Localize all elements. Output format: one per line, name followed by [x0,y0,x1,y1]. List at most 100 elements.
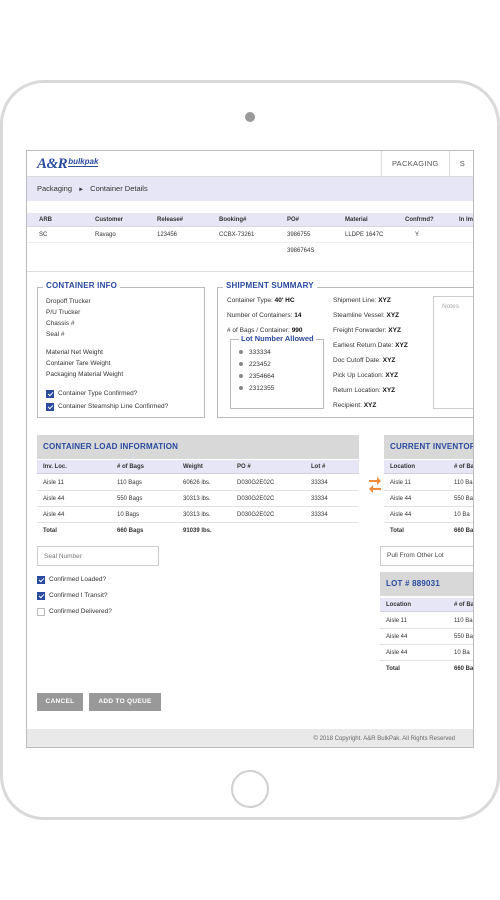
dropoff-trucker-label: Dropoff Trucker [46,298,91,305]
cell-bags: 550 Bags [117,496,143,502]
table-row[interactable]: Aisle 44 550 Ba [384,492,473,507]
cell-inv-loc: Aisle 11 [43,480,64,486]
table-row[interactable]: SC Ravago 123456 CCBX-73261 3986755 LLDP… [27,227,473,243]
cell-total-bags: 660 Ba [454,528,474,534]
seal-label: Seal # [46,331,65,338]
pull-from-other-lot-select[interactable]: Pull From Other Lot [380,546,473,566]
col-weight: Weight [183,464,203,470]
cell-po: D030G2E02C [237,512,275,518]
confirmed-in-transit-checkbox[interactable] [37,592,45,600]
field-label: Recipient: [333,402,362,409]
cell-total-bags: 660 Bags [117,528,144,534]
material-net-weight-label: Material Net Weight [46,349,103,356]
transfer-arrows-icon[interactable] [369,476,381,494]
table-row[interactable]: Aisle 44 550 Bags 30313 lbs. D030G2E02C … [37,492,359,507]
table-row[interactable]: Aisle 44 550 Ba [380,630,473,645]
cell-customer: Ravago [95,232,116,238]
col-in-im: In Im [459,217,474,223]
table-total-row: Total 660 Ba [380,662,474,677]
cell-bags: 10 Bags [117,512,140,518]
breadcrumb-packaging[interactable]: Packaging [37,184,73,193]
field-label: Shipment Line: [333,297,377,304]
col-booking: Booking# [219,217,247,223]
col-po: PO # [237,464,251,470]
cell-inv-loc: Aisle 44 [43,512,65,518]
table-row[interactable]: Aisle 44 10 Bags 30313 lbs. D030G2E02C 3… [37,508,359,523]
app-screen: A&R bulkpak PACKAGING S Packaging ► Cont… [26,150,474,748]
cell-lot: 33334 [311,496,328,502]
logo-sub-text: bulkpak [68,157,99,167]
cell-total-label: Total [386,666,400,672]
col-arb: ARB [39,217,52,223]
table-row[interactable]: Aisle 44 10 Ba [380,646,473,661]
add-to-queue-button[interactable]: ADD TO QUEUE [89,693,161,711]
steamship-line-checkbox[interactable] [46,403,54,411]
bullet-icon [239,362,243,367]
cell-location: Aisle 11 [386,618,407,624]
cancel-button[interactable]: CANCEL [37,693,83,711]
cell-po: D030G2E02C [237,480,275,486]
cell-bags: 110 Ba [454,618,473,624]
table-row[interactable]: Aisle 11 110 Ba [380,614,473,629]
field-value: 40' HC [274,297,295,304]
cell-location: Aisle 44 [386,650,408,656]
lot-number: 2354664 [249,373,275,380]
lot-number: 2312355 [249,385,275,392]
top-nav: PACKAGING S [380,151,473,177]
lot-number: 223452 [249,361,271,368]
steamship-line-label: Container Steamship Line Confirmed? [58,403,169,410]
cell-weight: 60626 lbs. [183,480,211,486]
list-item: 2354664 [239,373,274,380]
table-header: ARB Customer Release# Booking# PO# Mater… [27,213,474,227]
confirmed-delivered-checkbox[interactable] [37,608,45,616]
cell-inv-loc: Aisle 44 [43,496,65,502]
nav-packaging[interactable]: PACKAGING [380,151,449,177]
bullet-icon [239,374,243,379]
container-type-checkbox[interactable] [46,390,54,398]
return-location-field: Return Location: XYZ [333,387,395,394]
table-row[interactable]: Aisle 44 10 Ba [384,508,473,523]
chassis-label: Chassis # [46,320,75,327]
container-tare-weight-label: Container Tare Weight [46,360,111,367]
shipment-summary-box [217,287,473,418]
nav-next[interactable]: S [448,151,473,177]
shipment-line-field: Shipment Line: XYZ [333,297,391,304]
cell-location: Aisle 11 [390,480,411,486]
home-button[interactable] [231,770,269,808]
breadcrumb: Packaging ► Container Details [27,177,473,201]
cell-bags: 10 Ba [454,512,470,518]
col-location: Location [390,464,415,470]
cell-release: 123456 [157,232,178,238]
cell-bags: 110 Bags [117,480,142,486]
table-row[interactable]: Aisle 11 110 Ba [384,476,473,491]
cell-location: Aisle 44 [390,496,412,502]
cell-lot: 33334 [311,512,328,518]
field-label: Earliest Return Date: [333,342,394,349]
cell-total-label: Total [43,528,57,534]
col-material: Material [345,217,368,223]
shipment-summary-title: SHIPMENT SUMMARY [223,281,317,290]
cell-arb: SC [39,232,48,238]
seal-number-input[interactable] [37,546,159,566]
freight-forwarder-field: Freight Forwarder: XYZ [333,327,401,334]
container-type-field: Container Type: 40' HC [227,297,295,304]
cell-po: 3986755 [287,232,311,238]
footer: © 2018 Copyright. A&R BulkPak. All Right… [27,729,473,747]
cell-material: LLDPE 1647C [345,232,384,238]
cell-total-bags: 660 Ba [454,666,474,672]
logo[interactable]: A&R bulkpak [37,156,99,172]
notes-placeholder: Notes [442,303,459,310]
shipment-table: ARB Customer Release# Booking# PO# Mater… [27,213,474,259]
table-row[interactable]: Aisle 11 110 Bags 60626 lbs. D030G2E02C … [37,476,359,491]
col-po: PO# [287,217,300,223]
field-value: XYZ [378,297,391,304]
packaging-material-weight-label: Packaging Material Weight [46,371,124,378]
cell-lot: 33334 [311,480,328,486]
confirmed-loaded-label: Confirmed Loaded? [49,576,107,583]
list-item: 223452 [239,361,271,368]
confirmed-loaded-checkbox[interactable] [37,576,45,584]
col-location: Location [386,602,411,608]
lot-panel-title: LOT # 889031 [380,572,473,596]
cell-confirmed: Y [415,232,420,238]
notes-textarea[interactable]: Notes [433,296,473,409]
